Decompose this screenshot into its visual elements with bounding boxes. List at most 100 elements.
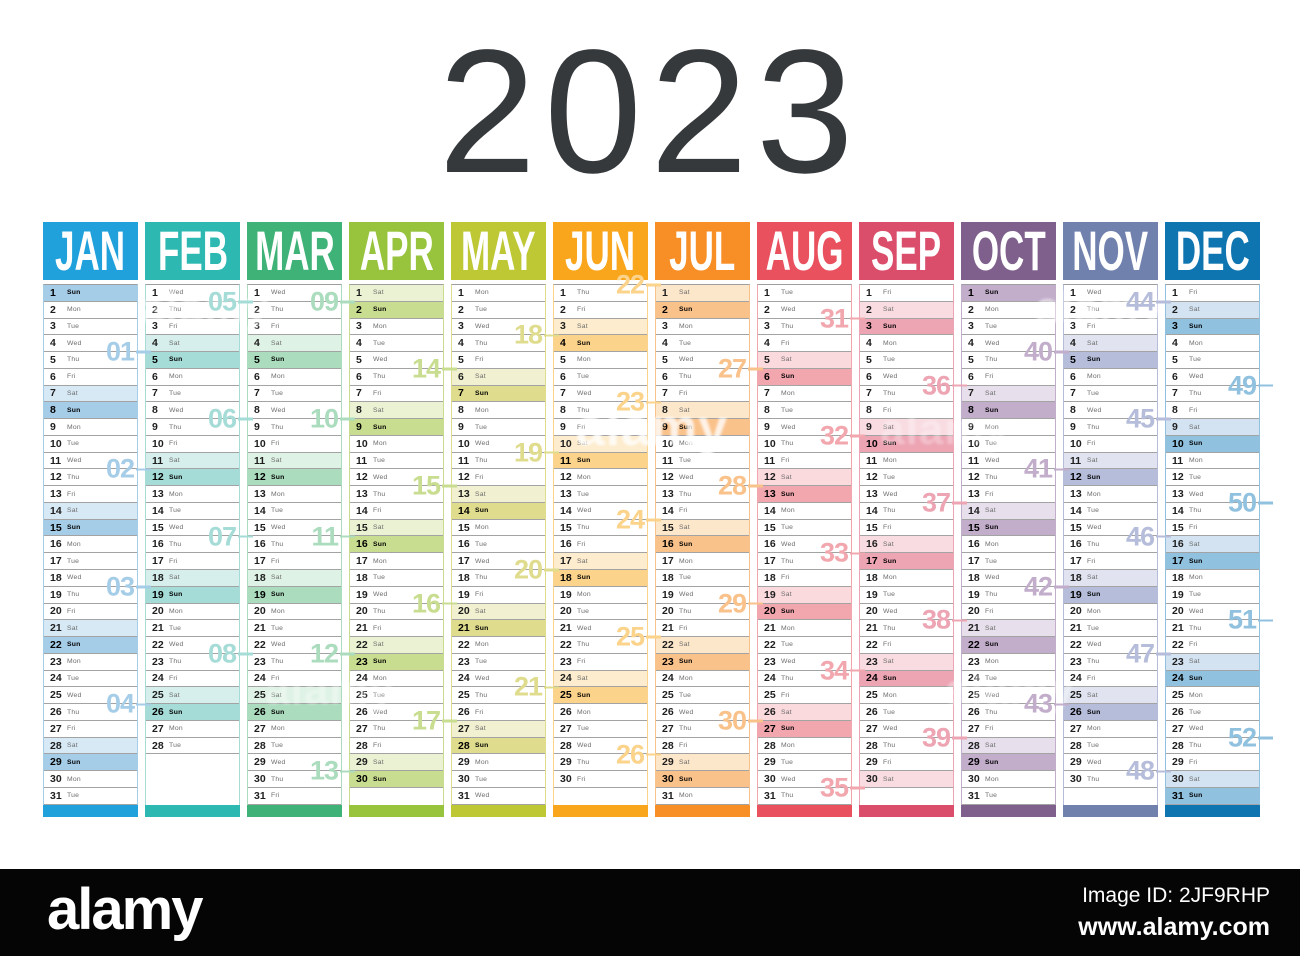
day-row: 20 Wed bbox=[1166, 603, 1259, 621]
day-number: 22 bbox=[152, 638, 164, 651]
day-name: Sun bbox=[1189, 322, 1203, 330]
day-number: 27 bbox=[254, 722, 266, 735]
day-name: Tue bbox=[985, 440, 998, 448]
day-name: Thu bbox=[271, 540, 284, 548]
day-row: 6 Wed bbox=[1166, 368, 1259, 386]
day-name: Fri bbox=[1189, 406, 1198, 414]
day-name: Wed bbox=[883, 607, 898, 615]
day-row: 9 Mon bbox=[962, 419, 1055, 436]
day-name: Tue bbox=[577, 490, 590, 498]
day-number: 12 bbox=[662, 471, 674, 484]
day-row: 30 Fri bbox=[554, 771, 647, 788]
day-name: Mon bbox=[577, 356, 591, 364]
day-row: 21 Thu bbox=[1166, 620, 1259, 638]
day-row: 3 Fri bbox=[146, 318, 239, 336]
day-number: 10 bbox=[458, 437, 470, 450]
day-name: Mon bbox=[577, 473, 591, 481]
day-number: 4 bbox=[254, 337, 260, 350]
day-name: Mon bbox=[475, 758, 489, 766]
day-number: 16 bbox=[764, 538, 776, 551]
day-name: Wed bbox=[883, 725, 898, 733]
day-name: Mon bbox=[679, 557, 693, 565]
day-name: Fri bbox=[373, 624, 382, 632]
day-number: 11 bbox=[968, 454, 980, 467]
day-name: Sun bbox=[1189, 440, 1203, 448]
day-name: Mon bbox=[1087, 725, 1101, 733]
day-row: 17 Sun bbox=[860, 553, 953, 571]
day-row: 2 Sat bbox=[860, 301, 953, 319]
day-number: 18 bbox=[968, 571, 980, 584]
day-number: 26 bbox=[866, 706, 878, 719]
day-number: 13 bbox=[1070, 488, 1082, 501]
day-row: 25 Sat bbox=[248, 687, 341, 705]
day-row: 1 Sun bbox=[44, 285, 137, 302]
day-number: 8 bbox=[560, 404, 566, 417]
day-number: 16 bbox=[968, 538, 980, 551]
month-footer bbox=[43, 805, 138, 817]
day-row: 7 Sat bbox=[962, 385, 1055, 403]
day-number: 20 bbox=[1070, 605, 1082, 618]
day-name: Sat bbox=[169, 457, 180, 465]
day-row: 22 Wed bbox=[248, 637, 341, 654]
day-row: 28 Tue bbox=[146, 737, 239, 755]
day-name: Sun bbox=[67, 289, 81, 297]
day-number: 20 bbox=[560, 605, 572, 618]
day-name: Tue bbox=[475, 775, 488, 783]
day-name: Sat bbox=[577, 674, 588, 682]
day-row: 12 Sun bbox=[248, 469, 341, 487]
day-row: 6 Thu bbox=[656, 368, 749, 386]
day-row: 24 Mon bbox=[350, 670, 443, 688]
day-number: 9 bbox=[152, 421, 158, 433]
day-row: 23 Sat bbox=[1166, 653, 1259, 671]
day-name: Fri bbox=[475, 591, 484, 599]
day-name: Tue bbox=[985, 322, 998, 330]
day-name: Sat bbox=[373, 758, 384, 766]
day-name: Tue bbox=[169, 742, 182, 750]
day-row: 15 Fri bbox=[1166, 519, 1259, 537]
day-name: Sun bbox=[475, 389, 489, 397]
day-row: 9 Sat bbox=[860, 419, 953, 436]
day-number: 23 bbox=[560, 655, 572, 668]
day-name: Mon bbox=[883, 339, 897, 347]
day-row: 14 Thu bbox=[1166, 502, 1259, 520]
day-number: 17 bbox=[1172, 555, 1184, 568]
day-row: 10 Tue bbox=[44, 435, 137, 453]
day-row: 24 Thu bbox=[758, 670, 851, 688]
day-row: 14 Sat bbox=[962, 502, 1055, 520]
day-row: 11 Mon bbox=[1166, 452, 1259, 470]
day-row: 28 Sat bbox=[962, 737, 1055, 755]
day-name: Thu bbox=[883, 389, 896, 397]
day-name: Mon bbox=[475, 289, 489, 297]
day-row: 7 Fri bbox=[656, 385, 749, 403]
day-row: 8 Sat bbox=[656, 402, 749, 420]
month-day-list: 1 Mon 2 Tue 3 Wed 4 Thu 5 Fri 6 Sat 7 Sun 8 Mon 9 Tue 10 We… bbox=[451, 284, 559, 805]
day-number: 7 bbox=[50, 387, 56, 400]
day-number: 15 bbox=[254, 521, 266, 534]
day-row: 4 Wed bbox=[962, 335, 1055, 353]
day-row: 15 Sun bbox=[962, 519, 1055, 537]
day-number: 8 bbox=[764, 404, 770, 417]
day-row: 9 Thu bbox=[248, 419, 341, 436]
day-row: 5 Sun bbox=[1064, 352, 1157, 369]
day-row: 1 Tue bbox=[758, 285, 851, 302]
day-number: 13 bbox=[560, 488, 572, 501]
day-row: 29 Wed bbox=[1064, 754, 1157, 772]
day-row: 10 Fri bbox=[1064, 435, 1157, 453]
day-name: Sun bbox=[67, 641, 81, 649]
day-number: 9 bbox=[50, 421, 56, 433]
day-name: Tue bbox=[67, 792, 80, 800]
day-row: 15 Wed bbox=[248, 519, 341, 537]
day-number: 30 bbox=[1172, 773, 1184, 786]
day-number: 5 bbox=[662, 353, 668, 366]
day-row: 2 Thu bbox=[146, 301, 239, 319]
day-name: Wed bbox=[781, 775, 796, 783]
day-name: Mon bbox=[679, 792, 693, 800]
day-number: 9 bbox=[1070, 421, 1076, 433]
day-row: 3 Mon bbox=[656, 318, 749, 336]
month-label: MAR bbox=[254, 222, 335, 280]
day-row: 2 Wed bbox=[758, 301, 851, 319]
day-row: 10 Fri bbox=[146, 435, 239, 453]
day-number: 19 bbox=[662, 588, 674, 601]
day-name: Sat bbox=[883, 775, 894, 783]
day-number: 16 bbox=[356, 538, 368, 551]
